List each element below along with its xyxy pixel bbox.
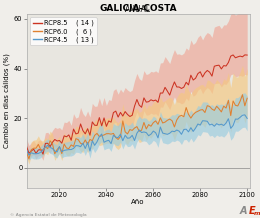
Y-axis label: Cambio en dias cálidos (%): Cambio en dias cálidos (%): [4, 53, 11, 148]
X-axis label: Año: Año: [131, 199, 145, 205]
Text: ANUAL: ANUAL: [125, 5, 151, 14]
Text: E: E: [248, 206, 255, 216]
Legend: RCP8.5    ( 14 ), RCP6.0    (  6 ), RCP4.5    ( 13 ): RCP8.5 ( 14 ), RCP6.0 ( 6 ), RCP4.5 ( 13…: [30, 17, 97, 45]
Text: © Agencia Estatal de Meteorología: © Agencia Estatal de Meteorología: [10, 213, 87, 217]
Text: A: A: [239, 206, 247, 216]
Text: met: met: [254, 211, 260, 216]
Title: GALICIA-COSTA: GALICIA-COSTA: [99, 4, 177, 13]
